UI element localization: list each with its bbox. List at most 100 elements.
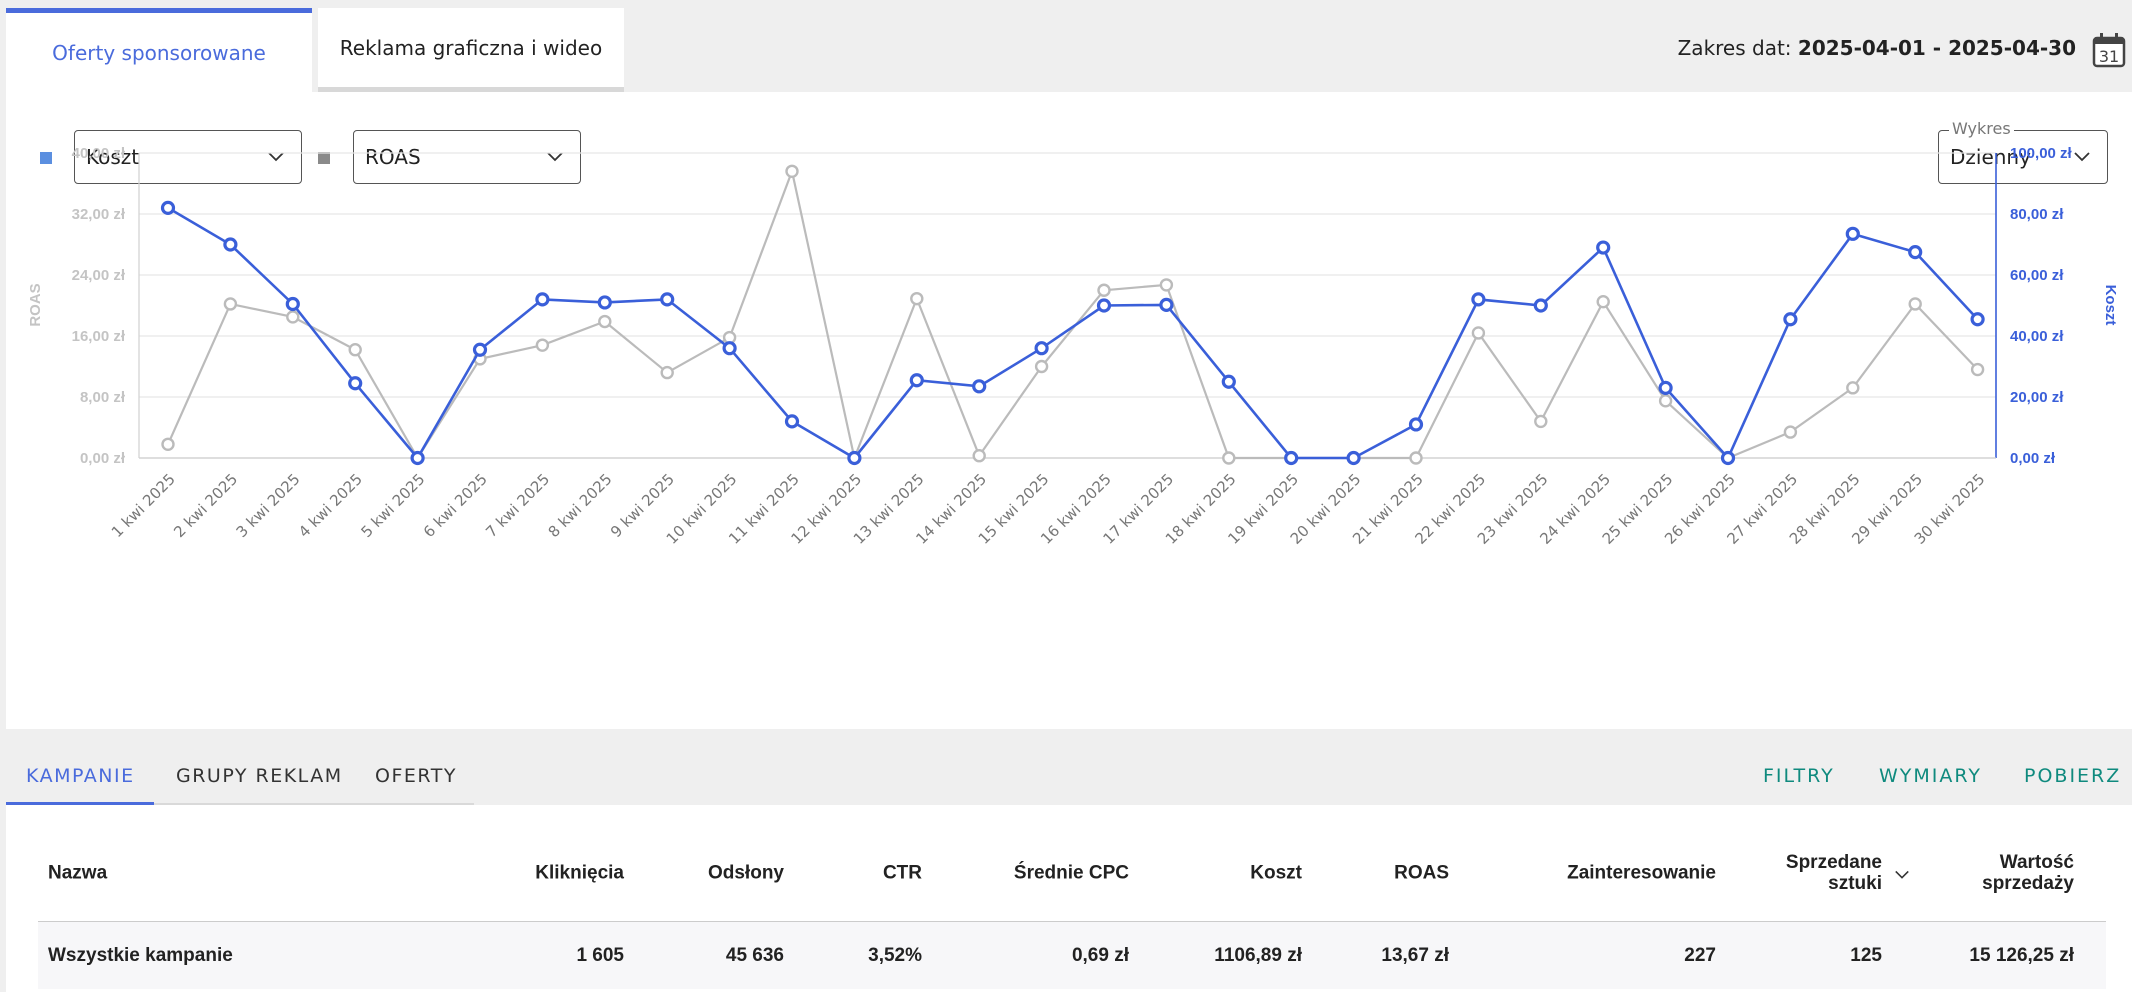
date-range: Zakres dat: 2025-04-01 - 2025-04-30 — [1678, 36, 2076, 60]
data-point-roas — [1908, 297, 1922, 311]
date-range-label: Zakres dat: — [1677, 36, 1792, 60]
right-axis-title: Koszt — [2102, 285, 2119, 326]
series-line-koszt — [167, 206, 1979, 461]
data-point-koszt — [472, 342, 488, 357]
data-point-roas — [660, 365, 674, 380]
calendar-icon[interactable]: 31 — [2092, 32, 2126, 68]
data-point-koszt — [1908, 245, 1923, 260]
data-point-koszt — [535, 292, 550, 307]
col-header-avg-cpc[interactable]: Średnie CPC — [1013, 862, 1129, 884]
data-point-koszt — [1783, 312, 1798, 327]
right-axis-tick-label: 60,00 zł — [2010, 267, 2064, 284]
x-axis-tick-label: 2 kwi 2025 — [170, 470, 241, 541]
col-header-cost[interactable]: Koszt — [1250, 862, 1302, 884]
data-point-koszt — [1533, 298, 1548, 313]
data-point-koszt — [1720, 450, 1736, 466]
data-point-koszt — [1221, 374, 1236, 389]
x-axis-tick-label: 4 kwi 2025 — [295, 470, 366, 541]
data-point-roas — [972, 449, 986, 463]
filters-button[interactable]: FILTRY — [1763, 765, 1835, 787]
data-point-koszt — [1034, 341, 1049, 356]
data-point-roas — [1471, 326, 1486, 340]
x-axis-tick-label: 5 kwi 2025 — [357, 470, 428, 541]
col-header-sales-value[interactable]: Wartość sprzedaży — [1982, 852, 2074, 894]
col-header-interest[interactable]: Zainteresowanie — [1567, 862, 1716, 884]
data-point-roas — [1097, 283, 1111, 297]
data-point-roas — [1783, 425, 1798, 439]
data-point-koszt — [285, 296, 300, 312]
left-axis-tick-label: 16,00 zł — [72, 328, 126, 345]
data-point-koszt — [1845, 226, 1860, 241]
right-axis-tick-label: 20,00 zł — [2010, 389, 2064, 406]
tab-campaigns[interactable]: KAMPANIE — [26, 765, 135, 787]
left-axis-tick-label: 0,00 zł — [80, 450, 126, 467]
data-point-roas — [1658, 394, 1673, 408]
cell-roas: 13,67 zł — [1381, 944, 1449, 966]
x-axis-tick-label: 6 kwi 2025 — [420, 470, 491, 541]
data-point-koszt — [1408, 417, 1424, 432]
data-point-koszt — [1471, 292, 1486, 307]
data-point-koszt — [1096, 298, 1112, 313]
chart-type-select-value: Dzienny — [1950, 145, 2031, 169]
right-axis-tick-label: 0,00 zł — [2010, 450, 2056, 467]
calendar-icon-day: 31 — [2099, 47, 2119, 66]
metric2-legend-swatch — [318, 152, 330, 164]
data-point-roas — [1534, 414, 1548, 429]
col-header-impressions[interactable]: Odsłony — [707, 862, 784, 884]
dimensions-button[interactable]: WYMIARY — [1879, 765, 1982, 787]
data-point-roas — [1846, 381, 1860, 395]
data-point-roas — [286, 310, 300, 324]
x-axis-tick-label: 3 kwi 2025 — [233, 470, 304, 541]
data-point-koszt — [847, 450, 862, 466]
col-header-clicks[interactable]: Kliknięcia — [535, 862, 624, 884]
chart-type-select[interactable]: Wykres Dzienny — [1938, 119, 2108, 184]
left-axis-tick-label: 40,00 zł — [72, 145, 126, 162]
col-header-ctr[interactable]: CTR — [882, 862, 922, 884]
left-axis-title: ROAS — [27, 283, 44, 326]
right-axis-tick-label: 80,00 zł — [2010, 206, 2064, 223]
cell-interest: 227 — [1684, 944, 1716, 966]
tab-offers[interactable]: OFERTY — [375, 765, 457, 787]
tabs-divider — [6, 803, 474, 805]
date-range-value: 2025-04-01 - 2025-04-30 — [1797, 36, 2076, 60]
col-header-units-sold[interactable]: Sprzedane sztuki — [1785, 852, 1882, 894]
tab-ad-groups[interactable]: GRUPY REKLAM — [176, 765, 343, 787]
table-row[interactable]: Wszystkie kampanie 1 605 45 636 3,52% 0,… — [38, 922, 2106, 989]
data-point-koszt — [1284, 450, 1299, 466]
data-point-koszt — [160, 200, 176, 216]
right-axis-tick-label: 40,00 zł — [2010, 328, 2064, 345]
chevron-down-icon — [2074, 152, 2090, 162]
tab-sponsored-offers[interactable]: Oferty sponsorowane — [6, 8, 312, 92]
col-header-roas[interactable]: ROAS — [1394, 862, 1449, 884]
cell-name: Wszystkie kampanie — [48, 944, 233, 966]
data-point-koszt — [348, 376, 363, 391]
chevron-down-icon — [268, 152, 284, 162]
data-point-koszt — [1596, 240, 1611, 255]
data-point-roas — [1034, 359, 1049, 374]
top-bar: Oferty sponsorowane Reklama graficzna i … — [0, 0, 2132, 92]
line-chart: 0,00 zł 8,00 zł 16,00 zł 24,00 zł 32,00 zł 40… — [27, 145, 2119, 548]
data-point-roas — [598, 314, 612, 329]
tab-display-video-ads[interactable]: Reklama graficzna i wideo — [318, 8, 624, 92]
sort-chevron-down-icon[interactable] — [1894, 867, 1910, 883]
data-point-koszt — [722, 341, 737, 356]
data-point-roas — [223, 297, 238, 311]
data-point-koszt — [597, 295, 612, 310]
metric2-select-value: ROAS — [365, 145, 421, 169]
cell-ctr: 3,52% — [868, 944, 922, 966]
active-tab-indicator — [6, 802, 154, 805]
chevron-down-icon — [547, 152, 563, 162]
data-point-koszt — [972, 379, 987, 394]
col-header-name[interactable]: Nazwa — [48, 862, 108, 884]
data-point-koszt — [223, 237, 238, 252]
chart-panel: Koszt ROAS Wykres Dzienny 0,00 zł 8,00 zł… — [6, 92, 2132, 729]
data-point-roas — [161, 437, 175, 451]
data-point-roas — [535, 338, 550, 352]
metric1-select[interactable]: Koszt — [74, 130, 302, 184]
data-point-roas — [1409, 451, 1423, 465]
metric2-select[interactable]: ROAS — [353, 130, 581, 184]
data-point-roas — [910, 291, 924, 306]
cell-units-sold: 125 — [1850, 944, 1882, 966]
x-axis-tick-label: 1 kwi 2025 — [108, 470, 179, 541]
download-button[interactable]: POBIERZ — [2024, 765, 2122, 787]
